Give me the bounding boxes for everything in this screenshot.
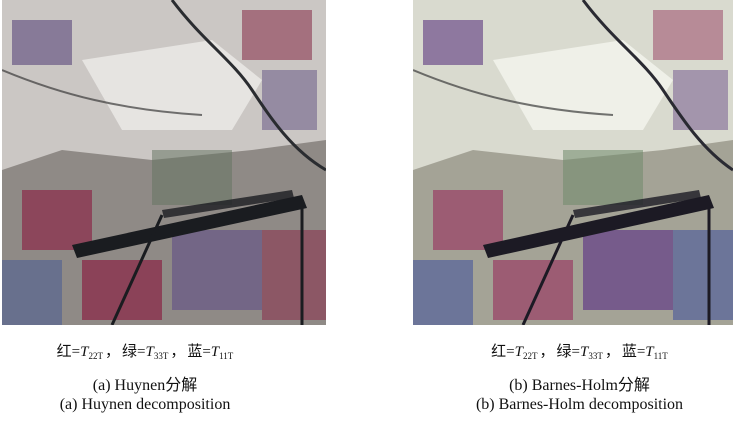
sar-image-barnes-holm-graphic: [413, 0, 733, 325]
green-channel-symbol: T: [145, 344, 154, 360]
blue-channel-symbol: T: [210, 344, 220, 360]
green-channel-label: 绿=: [556, 344, 580, 360]
red-channel-subscript: 22T: [522, 351, 538, 361]
channel-mapping: 红=T22T，绿=T33T，蓝=T11T: [0, 340, 310, 361]
separator: ，: [604, 344, 620, 360]
blue-channel-subscript: 11T: [653, 351, 668, 361]
sar-image-barnes-holm: [413, 0, 733, 325]
green-channel-symbol: T: [579, 344, 589, 360]
separator: ，: [104, 344, 120, 360]
blue-channel-subscript: 11T: [219, 351, 234, 361]
red-channel-label: 红=: [491, 344, 515, 360]
sar-image-huynen-graphic: [2, 0, 326, 325]
green-channel-label: 绿=: [122, 344, 146, 360]
caption-chinese: (b) Barnes-Holm分解: [509, 377, 650, 394]
separator: ，: [539, 344, 555, 360]
red-channel-subscript: 22T: [88, 351, 103, 361]
blue-channel-label: 蓝=: [621, 344, 646, 360]
green-channel-subscript: 33T: [588, 351, 603, 361]
red-channel-symbol: T: [514, 344, 523, 360]
blue-channel-symbol: T: [645, 344, 654, 360]
caption-english: (b) Barnes-Holm decomposition: [475, 396, 684, 413]
red-channel-symbol: T: [80, 344, 89, 360]
green-channel-subscript: 33T: [153, 351, 169, 361]
channel-mapping: 红=T22T，绿=T33T，蓝=T11T: [418, 340, 733, 361]
red-channel-label: 红=: [56, 344, 81, 360]
caption-chinese: (a) Huynen分解: [92, 377, 198, 394]
sar-image-huynen: [2, 0, 326, 325]
blue-channel-label: 蓝=: [187, 344, 211, 360]
separator: ，: [170, 344, 186, 360]
caption-english: (a) Huynen decomposition: [59, 396, 231, 413]
